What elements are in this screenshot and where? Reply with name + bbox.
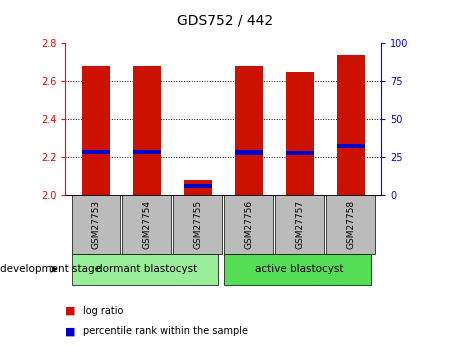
Bar xyxy=(122,195,171,254)
Bar xyxy=(72,254,218,285)
Bar xyxy=(326,195,375,254)
Bar xyxy=(336,144,364,148)
Text: ■: ■ xyxy=(65,306,76,315)
Bar xyxy=(224,195,273,254)
Bar xyxy=(224,254,371,285)
Bar xyxy=(275,195,324,254)
Text: dormant blastocyst: dormant blastocyst xyxy=(96,264,198,274)
Bar xyxy=(235,150,262,155)
Bar xyxy=(72,195,120,254)
Text: active blastocyst: active blastocyst xyxy=(255,264,344,274)
Bar xyxy=(235,66,262,195)
Text: ■: ■ xyxy=(65,326,76,336)
Text: GSM27758: GSM27758 xyxy=(346,200,355,249)
Bar xyxy=(184,180,212,195)
Text: GSM27754: GSM27754 xyxy=(143,200,152,249)
Text: percentile rank within the sample: percentile rank within the sample xyxy=(83,326,249,336)
Bar xyxy=(285,71,313,195)
Bar xyxy=(133,66,161,195)
Bar xyxy=(133,150,161,154)
Bar xyxy=(184,184,212,188)
Bar xyxy=(285,151,313,155)
Text: GSM27755: GSM27755 xyxy=(193,200,202,249)
Text: log ratio: log ratio xyxy=(83,306,124,315)
Text: GDS752 / 442: GDS752 / 442 xyxy=(177,14,274,28)
Bar xyxy=(82,150,110,154)
Text: GSM27753: GSM27753 xyxy=(92,200,101,249)
Bar xyxy=(336,55,364,195)
Text: GSM27757: GSM27757 xyxy=(295,200,304,249)
Bar xyxy=(82,66,110,195)
Text: development stage: development stage xyxy=(0,264,101,274)
Text: GSM27756: GSM27756 xyxy=(244,200,253,249)
Bar xyxy=(173,195,222,254)
